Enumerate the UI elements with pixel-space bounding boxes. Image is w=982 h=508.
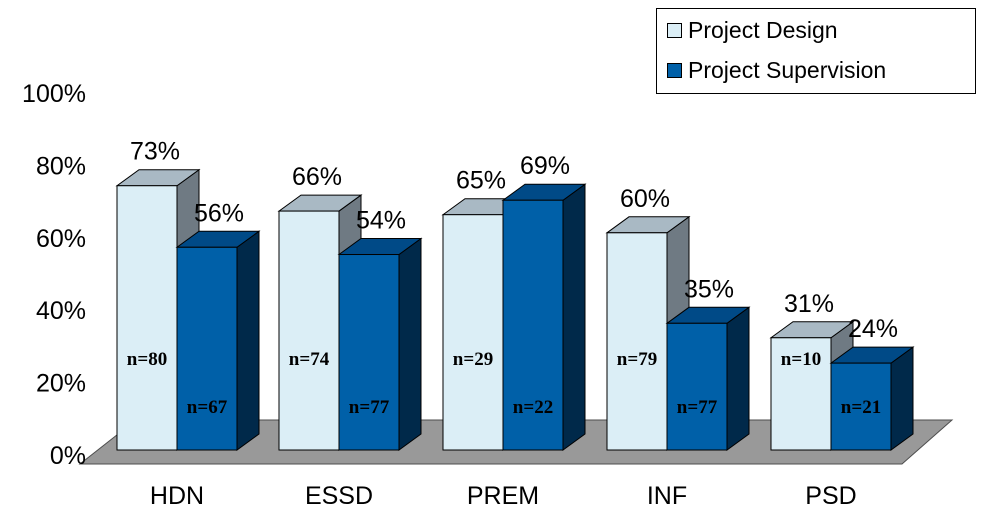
y-tick-label: 40% — [36, 297, 86, 325]
bar — [829, 346, 915, 451]
legend-label-project-design: Project Design — [688, 17, 838, 43]
n-label: n=79 — [617, 349, 657, 370]
value-label: 56% — [194, 199, 244, 227]
y-axis: 0% 20% 40% 60% 80% 100% — [22, 80, 86, 470]
legend-item-project-design: Project Design — [667, 17, 838, 44]
bar-side — [890, 346, 914, 451]
value-label: 60% — [620, 185, 670, 213]
bar-side — [726, 306, 750, 451]
bar-side — [562, 183, 586, 451]
y-tick-label: 80% — [36, 152, 86, 180]
bar-front — [338, 254, 400, 451]
bar-front — [176, 246, 238, 451]
bar — [175, 230, 261, 451]
labels: 73% n=80 56% n=67 HDN 66% n=74 54% n=77 ESSD 65% n=… — [127, 138, 898, 508]
n-label: n=77 — [677, 397, 718, 418]
x-category-label: INF — [647, 482, 687, 508]
value-label: 69% — [520, 152, 570, 180]
bar-side — [398, 237, 422, 451]
y-tick-label: 20% — [36, 370, 86, 398]
bar — [501, 183, 587, 451]
value-label: 65% — [456, 167, 506, 195]
x-category-label: PREM — [467, 482, 539, 508]
n-label: n=21 — [841, 397, 881, 418]
x-category-label: ESSD — [305, 482, 373, 508]
value-label: 66% — [292, 163, 342, 191]
value-label: 73% — [130, 138, 180, 166]
bar-front — [770, 337, 832, 451]
legend-item-project-supervision: Project Supervision — [667, 57, 886, 84]
bar-front — [830, 362, 892, 451]
value-label: 24% — [848, 315, 898, 343]
n-label: n=80 — [127, 349, 167, 370]
value-label: 35% — [684, 275, 734, 303]
bar — [665, 306, 751, 451]
n-label: n=77 — [349, 397, 390, 418]
value-label: 31% — [784, 290, 834, 318]
y-tick-label: 0% — [50, 442, 86, 470]
bars — [115, 168, 915, 451]
bar-front — [666, 322, 728, 451]
legend-swatch-project-supervision — [667, 63, 682, 78]
y-tick-label: 60% — [36, 225, 86, 253]
n-label: n=22 — [513, 397, 553, 418]
y-tick-label: 100% — [22, 80, 86, 108]
bar-front — [116, 185, 178, 451]
n-label: n=67 — [187, 397, 228, 418]
bar-front — [442, 214, 504, 451]
x-category-label: PSD — [805, 482, 856, 508]
x-category-label: HDN — [150, 482, 204, 508]
n-label: n=74 — [289, 349, 330, 370]
n-label: n=29 — [453, 349, 493, 370]
bar-front — [606, 232, 668, 451]
n-label: n=10 — [781, 349, 821, 370]
legend: Project Design Project Supervision — [656, 8, 976, 94]
bar-front — [278, 210, 340, 451]
value-label: 54% — [356, 207, 406, 235]
bar — [337, 237, 423, 451]
legend-label-project-supervision: Project Supervision — [688, 57, 887, 83]
bar-front — [502, 199, 564, 451]
bar-side — [236, 230, 260, 451]
legend-swatch-project-design — [667, 23, 682, 38]
